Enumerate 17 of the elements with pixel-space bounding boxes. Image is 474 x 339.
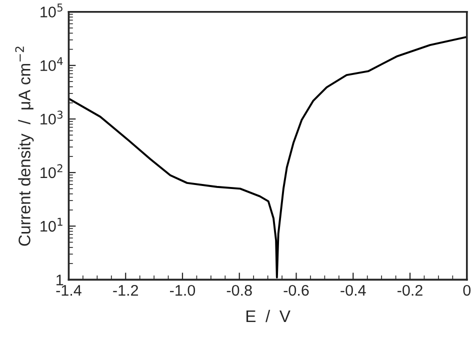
x-tick-label: 0 <box>463 284 471 296</box>
y-tick-label: 10$^{3}$ <box>40 110 63 125</box>
x-axis-title: E / V <box>246 310 290 322</box>
line-series <box>68 36 467 278</box>
y-axis-title: Current density / μA cm$^{−2}$ <box>15 46 34 246</box>
x-tick-label: -1.4 <box>56 285 82 296</box>
y-tick-label: 10$^{5}$ <box>40 4 62 18</box>
y-tick-label: 10$^{1}$ <box>40 218 62 232</box>
x-tick-label: -0.2 <box>398 284 422 296</box>
x-tick-label: -0.8 <box>226 284 252 296</box>
y-tick-label: 10$^{2}$ <box>40 164 62 178</box>
x-tick-label: -1.2 <box>113 284 138 296</box>
x-tick-label: -0.6 <box>284 284 309 296</box>
y-tick-label: 1 <box>56 274 64 286</box>
x-tick-label: -1.0 <box>170 284 196 296</box>
x-tick-label: -0.4 <box>340 284 366 296</box>
y-tick-label: 10$^{4}$ <box>40 57 63 72</box>
